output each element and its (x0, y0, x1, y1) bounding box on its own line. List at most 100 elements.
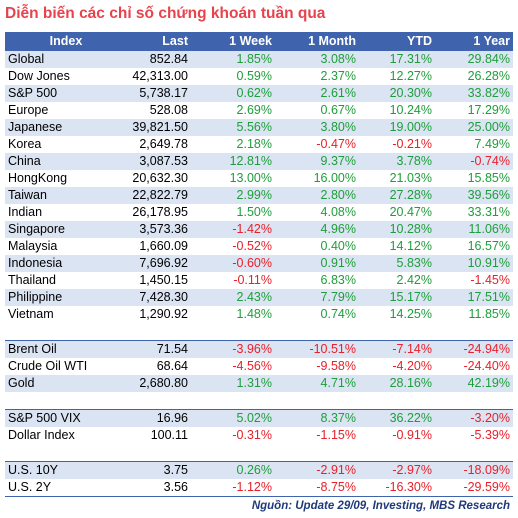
index-name: Malaysia (5, 238, 127, 255)
change-1-week: 0.59% (191, 68, 275, 85)
change-1-year: 25.00% (435, 119, 513, 136)
last-value: 1,660.09 (127, 238, 191, 255)
change-ytd: 20.47% (359, 204, 435, 221)
last-value: 3.75 (127, 461, 191, 479)
table-row: Vietnam 1,290.92 1.48% 0.74% 14.25% 11.85% (5, 306, 513, 323)
table-row: Japanese 39,821.50 5.56% 3.80% 19.00% 25.00% (5, 119, 513, 136)
change-1-year: 15.85% (435, 170, 513, 187)
change-1-week: 2.99% (191, 187, 275, 204)
change-1-month: 9.37% (275, 153, 359, 170)
change-1-year: 11.06% (435, 221, 513, 238)
change-1-week: 0.62% (191, 85, 275, 102)
change-1-year: 33.82% (435, 85, 513, 102)
last-value: 3,087.53 (127, 153, 191, 170)
spacer-cell (5, 392, 513, 410)
change-1-week: -0.60% (191, 255, 275, 272)
last-value: 20,632.30 (127, 170, 191, 187)
change-1-week: -0.11% (191, 272, 275, 289)
index-name: Vietnam (5, 306, 127, 323)
table-row: U.S. 2Y 3.56 -1.12% -8.75% -16.30% -29.59% (5, 479, 513, 497)
column-header-1-month: 1 Month (275, 32, 359, 51)
index-name: Global (5, 51, 127, 68)
last-value: 852.84 (127, 51, 191, 68)
table-row: U.S. 10Y 3.75 0.26% -2.91% -2.97% -18.09% (5, 461, 513, 479)
last-value: 100.11 (127, 427, 191, 444)
change-ytd: 27.28% (359, 187, 435, 204)
column-header-1-year: 1 Year (435, 32, 513, 51)
change-ytd: 12.27% (359, 68, 435, 85)
table-row: S&P 500 VIX 16.96 5.02% 8.37% 36.22% -3.20% (5, 409, 513, 427)
table-row: Dollar Index 100.11 -0.31% -1.15% -0.91% -5.3… (5, 427, 513, 444)
table-row: China 3,087.53 12.81% 9.37% 3.78% -0.74% (5, 153, 513, 170)
index-name: U.S. 10Y (5, 461, 127, 479)
change-ytd: -0.91% (359, 427, 435, 444)
change-ytd: 15.17% (359, 289, 435, 306)
index-name: Korea (5, 136, 127, 153)
table-row: Crude Oil WTI 68.64 -4.56% -9.58% -4.20% -24.… (5, 358, 513, 375)
group-spacer (5, 323, 513, 341)
last-value: 2,649.78 (127, 136, 191, 153)
table-row: Thailand 1,450.15 -0.11% 6.83% 2.42% -1.45% (5, 272, 513, 289)
change-1-year: 42.19% (435, 375, 513, 392)
change-1-month: 2.80% (275, 187, 359, 204)
change-1-month: 4.08% (275, 204, 359, 221)
change-1-month: 16.00% (275, 170, 359, 187)
table-row: Korea 2,649.78 2.18% -0.47% -0.21% 7.49% (5, 136, 513, 153)
change-ytd: -0.21% (359, 136, 435, 153)
index-name: S&P 500 VIX (5, 409, 127, 427)
change-ytd: -2.97% (359, 461, 435, 479)
change-1-year: 11.85% (435, 306, 513, 323)
last-value: 5,738.17 (127, 85, 191, 102)
change-1-week: 1.85% (191, 51, 275, 68)
change-1-year: -24.40% (435, 358, 513, 375)
table-row: Global 852.84 1.85% 3.08% 17.31% 29.84% (5, 51, 513, 68)
change-ytd: 3.78% (359, 153, 435, 170)
change-1-year: 33.31% (435, 204, 513, 221)
change-1-year: -5.39% (435, 427, 513, 444)
index-name: Japanese (5, 119, 127, 136)
change-1-month: -1.15% (275, 427, 359, 444)
last-value: 71.54 (127, 340, 191, 358)
table-row: Singapore 3,573.36 -1.42% 4.96% 10.28% 11.06% (5, 221, 513, 238)
last-value: 22,822.79 (127, 187, 191, 204)
change-1-year: 39.56% (435, 187, 513, 204)
change-1-year: 10.91% (435, 255, 513, 272)
change-1-month: 0.40% (275, 238, 359, 255)
last-value: 1,450.15 (127, 272, 191, 289)
change-ytd: -7.14% (359, 340, 435, 358)
change-1-week: -4.56% (191, 358, 275, 375)
table-row: Dow Jones 42,313.00 0.59% 2.37% 12.27% 26.28% (5, 68, 513, 85)
header-row: Index Last 1 Week 1 Month YTD 1 Year (5, 32, 513, 51)
change-1-week: 2.69% (191, 102, 275, 119)
change-ytd: 36.22% (359, 409, 435, 427)
column-header-1-week: 1 Week (191, 32, 275, 51)
table-row: Indonesia 7,696.92 -0.60% 0.91% 5.83% 10.91% (5, 255, 513, 272)
change-1-year: 17.51% (435, 289, 513, 306)
last-value: 39,821.50 (127, 119, 191, 136)
change-1-month: 2.37% (275, 68, 359, 85)
index-name: Dow Jones (5, 68, 127, 85)
change-ytd: 28.16% (359, 375, 435, 392)
change-ytd: 10.28% (359, 221, 435, 238)
change-1-year: -18.09% (435, 461, 513, 479)
last-value: 1,290.92 (127, 306, 191, 323)
source-note: Nguồn: Update 29/09, Investing, MBS Rese… (251, 500, 510, 512)
table-row: Europe 528.08 2.69% 0.67% 10.24% 17.29% (5, 102, 513, 119)
change-1-month: 4.71% (275, 375, 359, 392)
column-header-last: Last (127, 32, 191, 51)
table-row: Brent Oil 71.54 -3.96% -10.51% -7.14% -24.94% (5, 340, 513, 358)
change-1-week: -0.52% (191, 238, 275, 255)
change-ytd: 14.12% (359, 238, 435, 255)
change-1-week: -1.12% (191, 479, 275, 497)
change-1-week: -1.42% (191, 221, 275, 238)
change-1-month: 3.08% (275, 51, 359, 68)
index-name: China (5, 153, 127, 170)
change-ytd: 20.30% (359, 85, 435, 102)
change-1-month: -8.75% (275, 479, 359, 497)
index-name: Taiwan (5, 187, 127, 204)
change-1-year: -0.74% (435, 153, 513, 170)
change-1-year: -3.20% (435, 409, 513, 427)
change-ytd: 5.83% (359, 255, 435, 272)
change-1-week: 12.81% (191, 153, 275, 170)
change-1-week: 2.18% (191, 136, 275, 153)
